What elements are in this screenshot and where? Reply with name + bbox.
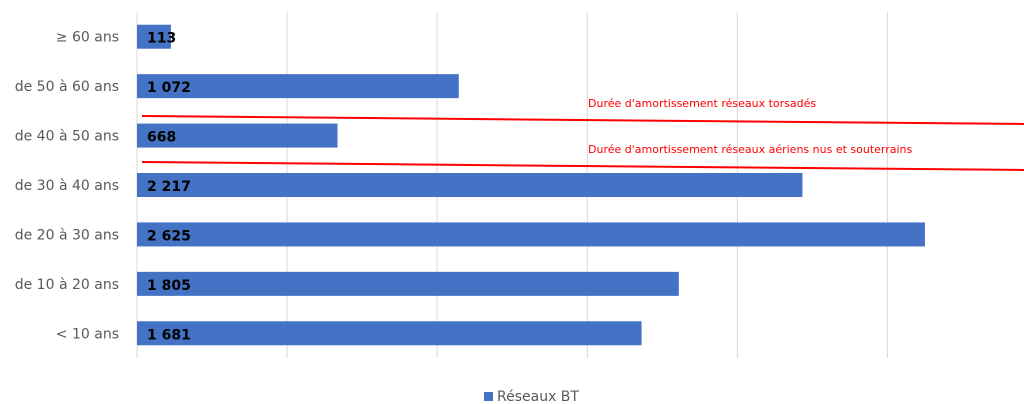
y-tick-label: de 50 à 60 ans bbox=[15, 79, 119, 95]
value-label: 2 625 bbox=[147, 228, 191, 244]
annotation-line bbox=[141, 115, 1024, 125]
value-label: 1 681 bbox=[147, 327, 191, 343]
bar bbox=[137, 271, 679, 296]
value-label: 113 bbox=[147, 31, 176, 47]
annotation: Durée d'amortissement réseaux torsadés bbox=[588, 97, 816, 110]
legend-swatch bbox=[484, 392, 493, 401]
annotation: Durée d'amortissement réseaux aériens nu… bbox=[588, 143, 913, 156]
bar bbox=[137, 173, 803, 197]
y-tick-label: de 30 à 40 ans bbox=[15, 178, 119, 194]
annotation-line bbox=[141, 161, 1024, 171]
bar bbox=[137, 321, 642, 346]
y-tick-label: ≥ 60 ans bbox=[56, 30, 119, 46]
value-label: 2 217 bbox=[147, 179, 191, 195]
legend-label: Réseaux BT bbox=[497, 389, 579, 404]
bar bbox=[137, 74, 459, 99]
value-label: 668 bbox=[147, 130, 176, 146]
y-tick-label: de 20 à 30 ans bbox=[15, 227, 119, 243]
value-label: 1 805 bbox=[147, 278, 191, 294]
y-tick-label: de 40 à 50 ans bbox=[15, 129, 119, 145]
y-tick-label: < 10 ans bbox=[56, 326, 119, 342]
bar bbox=[137, 222, 925, 247]
value-label: 1 072 bbox=[147, 80, 191, 96]
y-tick-label: de 10 à 20 ans bbox=[15, 277, 119, 293]
bar bbox=[137, 123, 338, 148]
bar bbox=[137, 24, 171, 49]
